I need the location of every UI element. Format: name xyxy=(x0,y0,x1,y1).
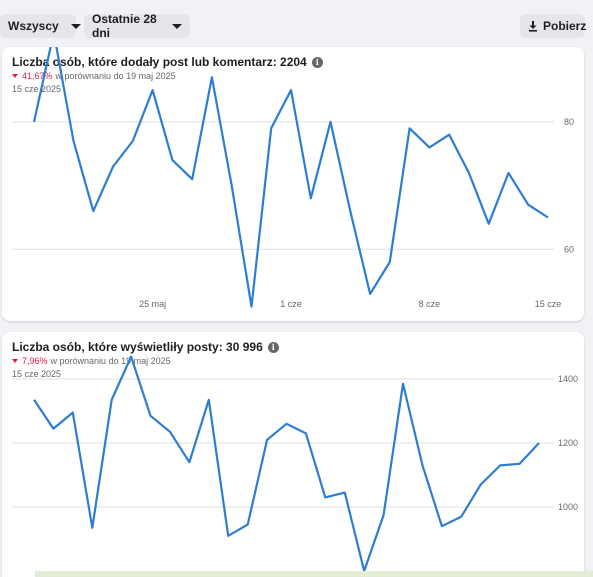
data-point[interactable] xyxy=(89,207,97,215)
date-label: 15 cze 2025 xyxy=(12,369,62,379)
y-tick-label: 80 xyxy=(564,117,574,127)
data-point[interactable] xyxy=(108,396,116,404)
y-tick-label: 1000 xyxy=(558,502,578,512)
data-point[interactable] xyxy=(205,396,213,404)
data-point[interactable] xyxy=(129,137,137,145)
series-line xyxy=(32,47,549,308)
data-point[interactable] xyxy=(168,156,176,164)
data-point[interactable] xyxy=(302,429,310,437)
footer-strip xyxy=(35,571,593,577)
data-point[interactable] xyxy=(307,194,315,202)
data-point[interactable] xyxy=(267,124,275,132)
comparison-label: w porównaniu do 19 maj 2025 xyxy=(50,356,171,366)
data-point[interactable] xyxy=(70,137,78,145)
triangle-down-icon xyxy=(12,359,18,363)
data-point[interactable] xyxy=(425,143,433,151)
data-point[interactable] xyxy=(224,532,232,540)
data-point[interactable] xyxy=(457,513,465,521)
reach-line-chart[interactable]: 1000 1200 1400 xyxy=(2,332,584,577)
data-point[interactable] xyxy=(516,460,524,468)
data-point[interactable] xyxy=(247,303,255,311)
date-range-dropdown[interactable]: Ostatnie 28 dni xyxy=(84,12,190,40)
comparison-text: 41,67% w porównaniu do 19 maj 2025 xyxy=(12,71,176,81)
comparison-label: w porównaniu do 19 maj 2025 xyxy=(55,71,176,81)
data-point[interactable] xyxy=(346,207,354,215)
comparison-text: 7,96% w porównaniu do 19 maj 2025 xyxy=(12,356,171,366)
data-point[interactable] xyxy=(287,86,295,94)
card-title-text: Liczba osób, które dodały post lub komen… xyxy=(12,55,307,69)
x-tick-label: 25 maj xyxy=(139,299,166,309)
data-point[interactable] xyxy=(504,169,512,177)
change-percent: 41,67% xyxy=(22,71,53,81)
data-point[interactable] xyxy=(496,461,504,469)
data-point[interactable] xyxy=(418,461,426,469)
data-point[interactable] xyxy=(386,258,394,266)
x-tick-label: 8 cze xyxy=(419,299,441,309)
data-point[interactable] xyxy=(535,439,543,447)
data-point[interactable] xyxy=(166,428,174,436)
engagement-line-chart[interactable]: 60 80 25 maj 1 cze 8 cze 15 cze xyxy=(2,47,584,321)
data-point[interactable] xyxy=(69,409,77,417)
audience-filter-dropdown[interactable]: Wszyscy xyxy=(0,14,81,38)
y-tick-label: 1200 xyxy=(558,438,578,448)
data-point[interactable] xyxy=(109,163,117,171)
chevron-down-icon xyxy=(70,23,81,29)
change-percent: 7,96% xyxy=(22,356,48,366)
data-point[interactable] xyxy=(147,412,155,420)
data-point[interactable] xyxy=(438,522,446,530)
download-label: Pobierz xyxy=(543,19,587,33)
data-point[interactable] xyxy=(477,481,485,489)
triangle-down-icon xyxy=(12,74,18,78)
data-point[interactable] xyxy=(445,131,453,139)
toolbar: Wszyscy Ostatnie 28 dni Pobierz xyxy=(0,0,593,46)
data-point[interactable] xyxy=(327,118,335,126)
data-point[interactable] xyxy=(185,458,193,466)
data-point[interactable] xyxy=(465,169,473,177)
card-title-text: Liczba osób, które wyświetliły posty: 30… xyxy=(12,340,263,354)
data-point[interactable] xyxy=(49,425,57,433)
data-point[interactable] xyxy=(30,118,38,126)
y-tick-label: 60 xyxy=(564,244,574,254)
data-point[interactable] xyxy=(283,420,291,428)
y-tick-label: 1400 xyxy=(558,374,578,384)
data-point[interactable] xyxy=(380,511,388,519)
x-tick-label: 15 cze xyxy=(535,299,562,309)
info-icon[interactable]: i xyxy=(267,341,279,353)
x-tick-label: 1 cze xyxy=(280,299,302,309)
reach-card: Liczba osób, które wyświetliły posty: 30… xyxy=(2,332,584,577)
download-icon xyxy=(528,20,538,32)
info-icon[interactable]: i xyxy=(311,56,323,68)
data-point[interactable] xyxy=(321,493,329,501)
data-point[interactable] xyxy=(30,396,38,404)
data-point[interactable] xyxy=(485,220,493,228)
data-point[interactable] xyxy=(188,175,196,183)
date-label: 15 cze 2025 xyxy=(12,84,62,94)
data-point[interactable] xyxy=(366,290,374,298)
data-point[interactable] xyxy=(127,353,135,361)
data-point[interactable] xyxy=(399,380,407,388)
data-point[interactable] xyxy=(544,213,552,221)
card-title: Liczba osób, które dodały post lub komen… xyxy=(12,55,323,69)
data-point[interactable] xyxy=(244,521,252,529)
chevron-down-icon xyxy=(172,23,182,29)
card-title: Liczba osób, które wyświetliły posty: 30… xyxy=(12,340,279,354)
data-point[interactable] xyxy=(208,73,216,81)
data-point[interactable] xyxy=(88,524,96,532)
download-button[interactable]: Pobierz xyxy=(520,14,587,38)
series-line xyxy=(33,355,540,573)
audience-filter-label: Wszyscy xyxy=(8,19,59,33)
data-point[interactable] xyxy=(228,182,236,190)
data-point[interactable] xyxy=(263,436,271,444)
data-point[interactable] xyxy=(524,201,532,209)
data-point[interactable] xyxy=(406,124,414,132)
data-point[interactable] xyxy=(149,86,157,94)
date-range-label: Ostatnie 28 dni xyxy=(92,12,157,40)
data-point[interactable] xyxy=(341,489,349,497)
engagement-card: Liczba osób, które dodały post lub komen… xyxy=(2,47,584,321)
